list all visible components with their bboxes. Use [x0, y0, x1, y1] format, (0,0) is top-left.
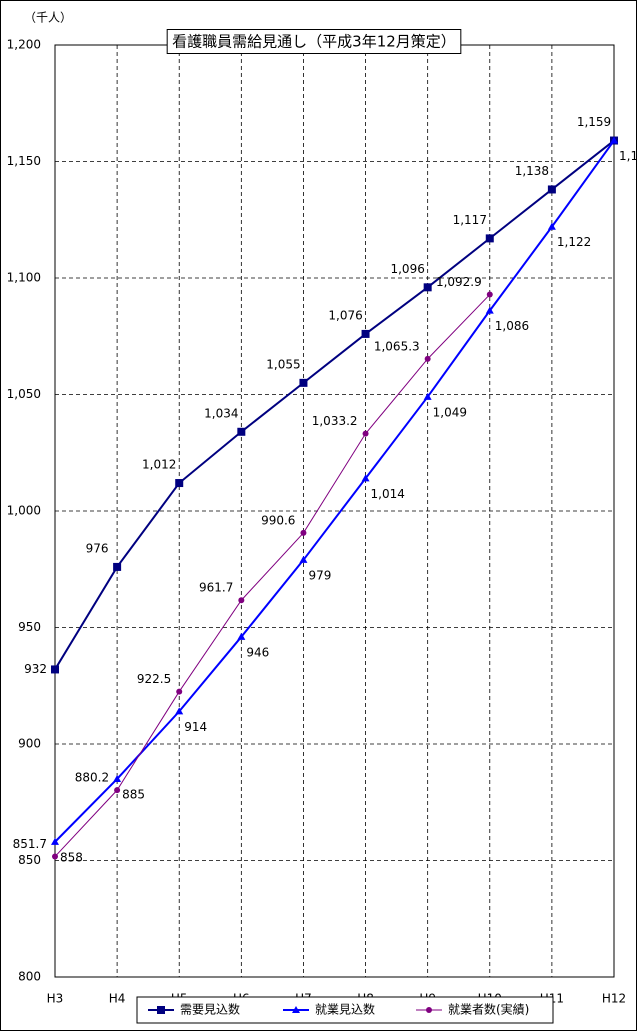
data-label: 990.6	[261, 513, 295, 527]
y-tick-label: 950	[18, 620, 41, 634]
y-tick-label: 1,200	[7, 38, 41, 52]
marker	[299, 378, 308, 387]
marker	[175, 707, 184, 715]
y-tick-label: 1,100	[7, 271, 41, 285]
marker	[113, 562, 122, 571]
data-label: 1,138	[515, 164, 549, 178]
data-label: 1,049	[433, 405, 467, 419]
data-label: 1,092.9	[436, 275, 482, 289]
data-label: 1,122	[557, 235, 591, 249]
marker	[237, 632, 246, 640]
plot-area	[55, 45, 614, 977]
marker	[52, 853, 58, 860]
y-tick-label: 800	[18, 970, 41, 984]
data-label: 976	[86, 541, 109, 555]
marker	[157, 1006, 165, 1014]
data-label: 1,117	[453, 213, 487, 227]
data-label: 885	[122, 787, 145, 801]
marker	[51, 837, 59, 845]
data-label: 880.2	[75, 771, 109, 785]
data-label: 932	[24, 662, 47, 676]
data-label: 961.7	[199, 581, 233, 595]
data-label: 914	[184, 720, 207, 734]
data-label: 1,014	[371, 487, 405, 501]
marker	[113, 774, 122, 782]
marker	[176, 688, 183, 695]
data-label: 1,086	[495, 319, 529, 333]
data-label: 1,076	[328, 308, 362, 322]
y-axis-label: （千人）	[24, 11, 72, 25]
marker	[51, 665, 59, 674]
y-tick-label: 900	[18, 737, 41, 751]
marker	[175, 479, 184, 488]
marker	[547, 222, 556, 230]
marker	[423, 392, 432, 400]
marker	[362, 430, 369, 437]
y-tick-label: 1,000	[7, 504, 41, 518]
legend-label: 就業者数(実績)	[448, 1002, 529, 1017]
title-box	[166, 29, 462, 54]
data-label: 851.7	[13, 837, 47, 851]
series-line	[54, 139, 615, 843]
marker	[423, 283, 432, 292]
marker	[485, 306, 494, 314]
legend-label: 需要見込数	[180, 1002, 240, 1017]
data-label: 1,055	[266, 357, 300, 371]
chart-title: 看護職員需給見通し（平成3年12月策定）	[172, 33, 456, 51]
data-label: 1,034	[204, 406, 238, 420]
marker	[292, 1006, 300, 1013]
marker	[361, 474, 370, 482]
data-label: 1,159	[577, 115, 611, 129]
marker	[237, 427, 246, 436]
marker	[300, 529, 307, 536]
marker	[114, 787, 121, 794]
marker	[361, 329, 370, 338]
data-label: 1,159	[619, 149, 637, 163]
marker	[547, 185, 556, 194]
y-tick-label: 850	[18, 853, 41, 867]
x-tick-label: H3	[47, 992, 64, 1006]
legend-box	[136, 996, 554, 1024]
series-line	[54, 139, 615, 670]
x-tick-label: H12	[602, 992, 626, 1006]
data-label: 858	[60, 850, 83, 864]
x-tick-label: H4	[109, 992, 126, 1006]
marker	[485, 234, 494, 243]
data-label: 946	[246, 645, 269, 659]
marker	[610, 136, 618, 144]
y-tick-label: 1,150	[7, 154, 41, 168]
y-tick-label: 1,050	[7, 387, 41, 401]
data-label: 1,096	[390, 262, 424, 276]
marker	[238, 597, 245, 604]
marker	[424, 355, 431, 362]
marker	[299, 555, 308, 563]
data-label: 922.5	[137, 672, 171, 686]
data-label: 1,065.3	[374, 339, 420, 353]
series-line	[54, 294, 491, 857]
data-label: 1,033.2	[312, 414, 358, 428]
legend-label: 就業見込数	[315, 1002, 375, 1017]
data-label: 979	[308, 568, 331, 582]
marker	[486, 291, 493, 298]
marker	[426, 1007, 432, 1013]
data-label: 1,012	[142, 458, 176, 472]
